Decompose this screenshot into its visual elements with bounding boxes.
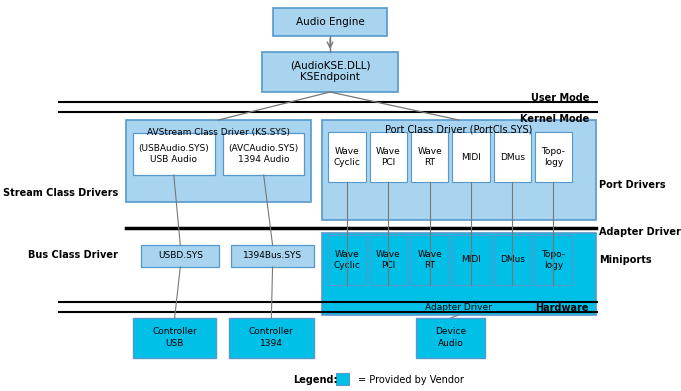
Bar [336, 373, 349, 385]
Bar [273, 8, 387, 36]
Text: 1394 Audio: 1394 Audio [238, 154, 289, 163]
Text: USB Audio: USB Audio [151, 154, 197, 163]
Bar [322, 233, 596, 315]
Text: Bus Class Driver: Bus Class Driver [28, 250, 118, 260]
Bar [416, 318, 486, 358]
Text: Wave
RT: Wave RT [417, 250, 442, 270]
Bar [370, 235, 407, 285]
Bar [535, 132, 572, 182]
Bar [126, 120, 311, 202]
Bar [452, 235, 490, 285]
Text: (AVCAudio.SYS): (AVCAudio.SYS) [229, 143, 299, 152]
Text: Hardware: Hardware [535, 303, 589, 313]
Bar [494, 132, 530, 182]
Text: Wave
PCI: Wave PCI [376, 250, 400, 270]
Text: Device: Device [435, 328, 466, 337]
Text: = Provided by Vendor: = Provided by Vendor [358, 375, 464, 385]
Text: AVStream Class Driver (KS.SYS): AVStream Class Driver (KS.SYS) [147, 127, 290, 136]
Bar [411, 235, 448, 285]
Text: 1394Bus.SYS: 1394Bus.SYS [243, 251, 302, 260]
Text: Legend:: Legend: [294, 375, 338, 385]
Text: DMus: DMus [500, 255, 524, 264]
Text: Controller: Controller [153, 328, 197, 337]
Text: (USBAudio.SYS): (USBAudio.SYS) [138, 143, 209, 152]
Text: Port Class Driver (PortCls.SYS): Port Class Driver (PortCls.SYS) [385, 125, 533, 135]
Bar [133, 133, 215, 175]
Bar [452, 132, 490, 182]
Text: Wave
Cyclic: Wave Cyclic [334, 147, 360, 167]
Text: Wave
Cyclic: Wave Cyclic [334, 250, 360, 270]
Bar [328, 132, 366, 182]
Text: MIDI: MIDI [461, 152, 481, 161]
Text: 1394: 1394 [260, 339, 283, 348]
Bar [232, 245, 314, 267]
Text: Stream Class Drivers: Stream Class Drivers [3, 188, 118, 198]
Text: Topo-
logy: Topo- logy [541, 147, 565, 167]
Bar [262, 52, 398, 92]
Text: KSEndpoint: KSEndpoint [300, 72, 360, 82]
Text: Wave
PCI: Wave PCI [376, 147, 400, 167]
Text: Port Drivers: Port Drivers [599, 180, 665, 190]
Text: USBD.SYS: USBD.SYS [158, 251, 203, 260]
Text: Adapter Driver: Adapter Driver [599, 227, 681, 237]
Bar [494, 235, 530, 285]
Bar [229, 318, 314, 358]
Bar [133, 318, 216, 358]
Text: USB: USB [165, 339, 184, 348]
Text: MIDI: MIDI [461, 255, 481, 264]
Text: Kernel Mode: Kernel Mode [520, 114, 589, 124]
Bar [535, 235, 572, 285]
Bar [328, 235, 366, 285]
Text: Wave
RT: Wave RT [417, 147, 442, 167]
Text: Topo-
logy: Topo- logy [541, 250, 565, 270]
Text: Controller: Controller [249, 328, 294, 337]
Text: (AudioKSE.DLL): (AudioKSE.DLL) [290, 61, 370, 71]
Bar [370, 132, 407, 182]
Bar [411, 132, 448, 182]
Bar [322, 120, 596, 220]
Text: User Mode: User Mode [530, 93, 589, 103]
Bar [223, 133, 304, 175]
Text: Audio Engine: Audio Engine [296, 17, 364, 27]
Text: Adapter Driver: Adapter Driver [426, 303, 492, 312]
Text: DMus: DMus [500, 152, 524, 161]
Text: Audio: Audio [438, 339, 464, 348]
Bar [142, 245, 219, 267]
Text: Miniports: Miniports [599, 255, 652, 265]
